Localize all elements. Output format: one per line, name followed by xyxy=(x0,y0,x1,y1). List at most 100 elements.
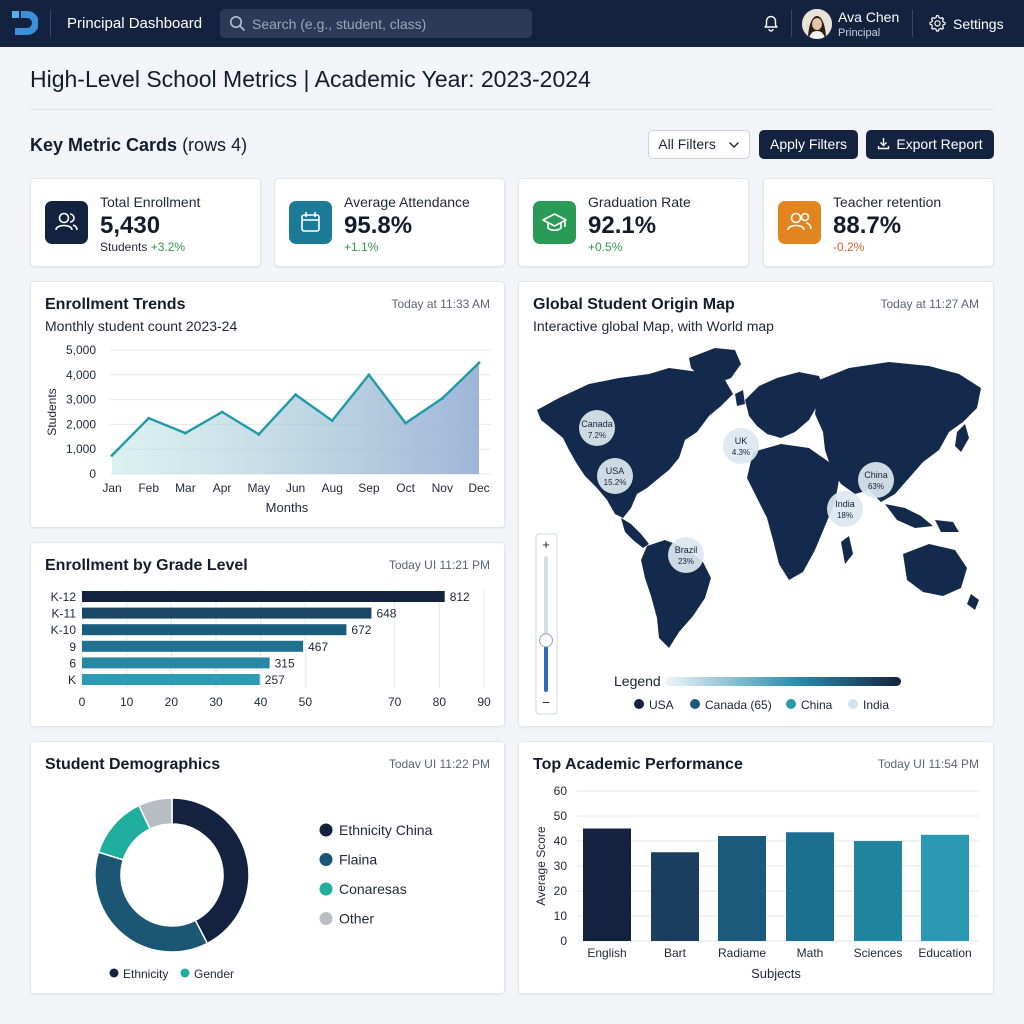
world-map[interactable]: Canada 7.2% USA 15.2% UK 4.3% China 63% … xyxy=(519,282,995,728)
metric-label: Total Enrollment xyxy=(100,194,201,210)
x-tick-label: 30 xyxy=(209,695,223,709)
legend-item: China xyxy=(786,698,833,712)
notification-bell-icon[interactable] xyxy=(761,13,781,33)
y-category-label: K-11 xyxy=(52,607,77,621)
x-tick-label: Education xyxy=(918,946,971,960)
legend-label: Flaina xyxy=(339,852,377,868)
x-tick-label: 10 xyxy=(120,695,134,709)
section-title-note: (rows 4) xyxy=(177,135,248,155)
export-report-button[interactable]: Export Report xyxy=(866,130,994,159)
card-title: Student Demographics xyxy=(45,756,221,773)
metric-card-attendance[interactable]: Average Attendance 95.8% +1.1% xyxy=(274,178,505,267)
performance-bar xyxy=(854,841,902,941)
map-marker-india[interactable]: India 18% xyxy=(827,491,863,527)
donut-slice xyxy=(137,797,173,830)
marker-name: China xyxy=(864,470,888,480)
metric-card-retention[interactable]: Teacher retention 88.7% -0.2% xyxy=(763,178,994,267)
origin-map-card: Global Student Origin Map Interactive gl… xyxy=(518,281,994,727)
y-tick-label: 2,000 xyxy=(66,417,96,431)
apply-filters-button[interactable]: Apply Filters xyxy=(759,130,858,159)
performance-bar xyxy=(921,834,969,941)
chevron-down-icon xyxy=(728,142,739,149)
marker-name: Brazil xyxy=(675,545,698,555)
performance-bar xyxy=(786,832,834,941)
marker-value: 4.3% xyxy=(732,448,750,457)
page-title: High-Level School Metrics | Academic Yea… xyxy=(30,66,591,92)
zoom-out-button[interactable]: − xyxy=(542,694,550,710)
card-timestamp: Today at 11:33 AM xyxy=(391,297,490,311)
donut-slice xyxy=(171,797,250,945)
metric-subtext: +1.1% xyxy=(344,240,378,254)
map-marker-usa[interactable]: USA 15.2% xyxy=(597,458,633,494)
marker-value: 7.2% xyxy=(588,431,606,440)
x-tick-label: Bart xyxy=(664,946,687,960)
topbar-divider xyxy=(791,10,792,37)
data-point xyxy=(367,373,371,377)
top-bar: Principal Dashboard Search (e.g., studen… xyxy=(0,0,1024,47)
metric-unit: Students xyxy=(100,240,151,254)
demographics-donut-chart[interactable]: Ethnicity China Flaina Conaresas Other Ethni… xyxy=(31,742,506,995)
zoom-slider-fill xyxy=(544,640,548,692)
app-logo[interactable] xyxy=(12,11,38,35)
enrollment-area xyxy=(112,362,479,474)
grade-bar xyxy=(82,624,347,636)
search-bar[interactable]: Search (e.g., student, class) xyxy=(220,9,532,38)
metric-value: 5,430 xyxy=(100,212,161,239)
map-marker-china[interactable]: China 63% xyxy=(858,462,894,498)
performance-bar xyxy=(718,836,766,941)
metric-value: 88.7% xyxy=(833,212,902,239)
search-input[interactable]: Search (e.g., student, class) xyxy=(252,16,427,32)
card-title: Global Student Origin Map xyxy=(533,296,735,313)
bar-value-label: 648 xyxy=(376,607,396,621)
topbar-divider xyxy=(912,10,913,37)
map-landmass xyxy=(537,348,981,648)
app-title[interactable]: Principal Dashboard xyxy=(67,15,203,32)
metric-value: 92.1% xyxy=(588,212,657,239)
performance-bar-chart[interactable]: 60 50 40 30 20 10 0 English Bart Radiame Math Scien… xyxy=(519,742,995,995)
y-category-label: K-10 xyxy=(51,623,77,637)
grade-bar xyxy=(82,640,304,652)
y-category-label: K-12 xyxy=(51,590,77,604)
data-point xyxy=(440,396,444,400)
y-axis-label: Average Score xyxy=(534,826,548,905)
export-report-label: Export Report xyxy=(896,136,983,152)
graduation-cap-icon xyxy=(533,201,576,244)
zoom-in-button[interactable]: + xyxy=(542,537,550,552)
data-point xyxy=(257,432,261,436)
data-point xyxy=(220,410,224,414)
legend-title: Legend xyxy=(614,673,661,689)
zoom-slider-handle[interactable] xyxy=(539,633,553,648)
metric-card-enrollment[interactable]: Total Enrollment 5,430 Students +3.2% xyxy=(30,178,261,267)
all-filters-dropdown[interactable]: All Filters xyxy=(648,130,750,159)
legend-label: India xyxy=(863,698,889,712)
map-marker-canada[interactable]: Canada 7.2% xyxy=(579,410,615,446)
settings-button[interactable]: Settings xyxy=(953,16,1004,32)
y-category-label: 9 xyxy=(69,640,76,654)
metric-label: Average Attendance xyxy=(344,194,470,210)
map-marker-brazil[interactable]: Brazil 23% xyxy=(668,537,704,573)
data-point xyxy=(294,393,297,397)
x-tick-label: Sciences xyxy=(854,946,903,960)
x-axis-label: Subjects xyxy=(751,966,801,981)
marker-value: 23% xyxy=(678,557,694,566)
section-title: Key Metric Cards (rows 4) xyxy=(30,135,247,156)
metric-value: 95.8% xyxy=(344,212,413,239)
card-title: Top Academic Performance xyxy=(533,756,743,773)
zoom-control[interactable]: + − xyxy=(535,533,558,715)
avatar[interactable] xyxy=(802,9,832,39)
data-point xyxy=(110,453,114,457)
grade-level-chart[interactable]: 0 10 20 30 40 50 70 80 90 K-12 812 K-11 648 K-10 672 9 4… xyxy=(31,543,506,728)
gear-icon[interactable] xyxy=(928,14,946,32)
legend-label: Ethnicity China xyxy=(339,822,433,838)
user-name[interactable]: Ava Chen xyxy=(838,9,900,25)
grade-bar xyxy=(82,657,270,669)
section-title-main: Key Metric Cards xyxy=(30,135,178,155)
metric-subtext: -0.2% xyxy=(833,240,864,254)
metric-card-graduation[interactable]: Graduation Rate 92.1% +0.5% xyxy=(518,178,749,267)
legend-swatch xyxy=(319,823,333,837)
map-marker-uk[interactable]: UK 4.3% xyxy=(723,428,759,464)
legend-gradient xyxy=(665,677,901,686)
enrollment-trends-chart[interactable]: 5,000 4,000 3,000 2,000 1,000 0 Jan Feb Mar Apr Ma… xyxy=(31,282,506,529)
marker-name: UK xyxy=(735,436,748,446)
x-tick-label: Feb xyxy=(138,481,159,495)
